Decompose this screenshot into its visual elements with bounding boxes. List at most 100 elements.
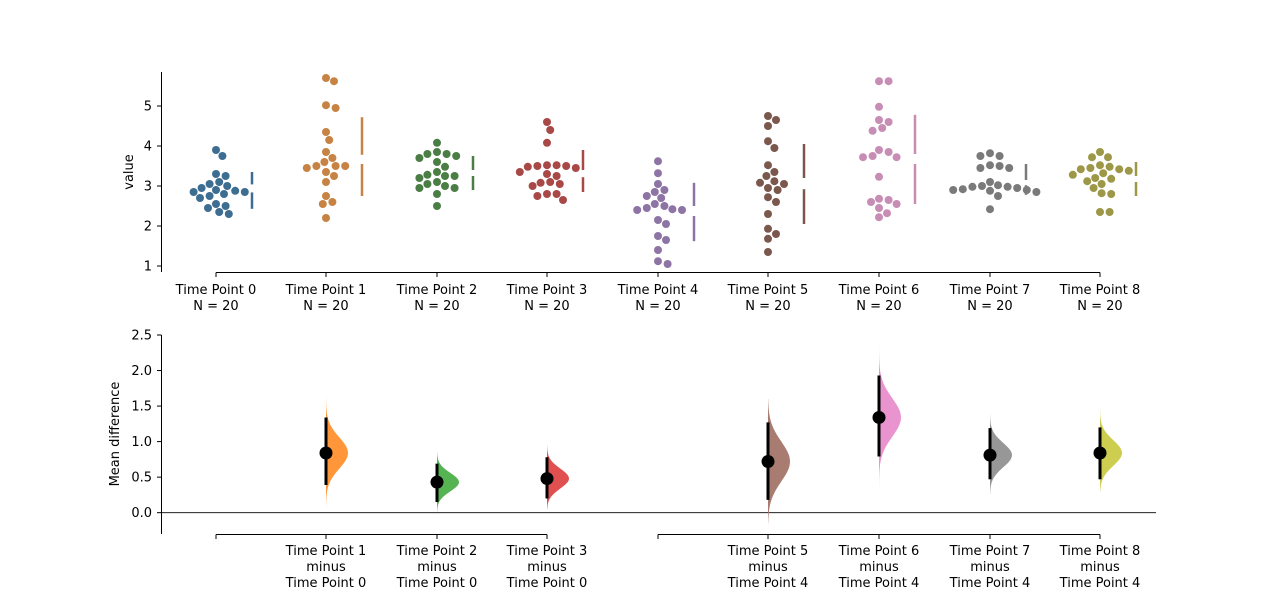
bottom-x-tick-label: Time Point 1 (285, 544, 367, 559)
swarm-point (215, 178, 224, 186)
swarm-point (1124, 166, 1133, 175)
swarm-point (223, 182, 232, 190)
swarm-point (654, 169, 662, 178)
swarm-point (330, 172, 338, 180)
swarm-point (423, 170, 432, 179)
swarm-point (764, 210, 772, 218)
top-y-tick-label: 5 (144, 100, 152, 115)
top-x-tick-sample-size: N = 20 (1077, 299, 1122, 314)
swarm-point (875, 102, 883, 111)
swarm-point (543, 170, 551, 178)
mean-difference-panel: Mean difference 0.0 0.5 1.0 1.5 2.0 2.5 Time P… (108, 329, 1156, 591)
bottom-y-axis-label: Mean difference (108, 382, 123, 487)
bottom-y-tick-label: 1.5 (131, 400, 152, 415)
bottom-x-tick-label: Time Point 5 (727, 544, 809, 559)
top-y-tick-label: 2 (144, 220, 152, 235)
swarm-point (1003, 182, 1012, 191)
swarm-point (224, 210, 233, 218)
swarm-point (189, 188, 198, 196)
top-y-tick-label: 4 (144, 140, 152, 155)
bottom-y-tick-label: 0.0 (131, 506, 152, 521)
swarm-point (875, 204, 883, 212)
swarm-point (220, 190, 228, 198)
swarm-point (1096, 148, 1104, 156)
swarm-point (552, 172, 561, 180)
swarm-point (533, 162, 542, 170)
swarm-point (571, 164, 580, 172)
swarm-point (1076, 165, 1085, 174)
top-x-tick-sample-size: N = 20 (524, 299, 569, 314)
bottom-x-tick-label: Time Point 4 (949, 576, 1031, 591)
swarm-point (452, 152, 461, 160)
swarm-point (772, 198, 780, 206)
swarm-point (330, 77, 338, 86)
swarm-point (205, 192, 214, 200)
bottom-x-tick-label: minus (748, 560, 788, 575)
swarm-point (994, 181, 1002, 190)
swarm-point (986, 161, 994, 170)
bootstrap-distribution (1100, 406, 1122, 492)
swarm-point (543, 118, 551, 126)
swarm-point (212, 146, 220, 154)
swarm-point (1068, 170, 1077, 179)
top-x-tick-label: Time Point 2 (396, 283, 478, 298)
swarm-point (642, 204, 651, 212)
swarm-point (663, 260, 672, 268)
swarm-point (441, 182, 449, 190)
swarm-point (968, 182, 977, 191)
swarm-point (433, 178, 441, 186)
swarm-point (322, 168, 330, 176)
swarm-point (562, 162, 571, 170)
swarm-point (528, 182, 537, 190)
swarm-point (654, 180, 662, 188)
swarm-point (875, 213, 883, 222)
swarm-point (756, 178, 764, 187)
swarm-point (433, 148, 441, 156)
swarm-point (433, 168, 441, 176)
swarm-point (654, 246, 662, 254)
swarm-point (884, 118, 893, 126)
bootstrap-distribution (768, 398, 790, 524)
swarm-point (555, 180, 564, 188)
swarm-point (770, 168, 779, 176)
swarm-point (1104, 153, 1112, 162)
swarm-point (986, 149, 994, 158)
bottom-x-tick-label: minus (859, 560, 899, 575)
swarm-point (433, 202, 441, 210)
swarm-point (543, 190, 551, 198)
swarm-point (662, 220, 670, 228)
bottom-x-tick-label: minus (527, 560, 567, 575)
mean-difference-point (872, 410, 886, 424)
swarm-point (536, 178, 545, 187)
swarm-point (433, 138, 441, 147)
swarm-point (543, 161, 551, 170)
swarm-point (212, 170, 220, 178)
swarm-point (958, 185, 967, 194)
swarm-point (415, 154, 424, 162)
top-x-tick-sample-size: N = 20 (745, 299, 790, 314)
swarm-point (1005, 164, 1014, 172)
swarm-point (1105, 208, 1114, 216)
top-x-tick-label: Time Point 6 (838, 283, 920, 298)
mean-difference-point (983, 448, 997, 462)
swarm-point (322, 214, 330, 222)
swarm-point (654, 232, 662, 240)
swarm-point (642, 192, 651, 200)
swarm-point (949, 186, 958, 194)
swarm-point (772, 230, 780, 238)
swarm-point (654, 216, 662, 224)
top-x-tick-label: Time Point 5 (727, 283, 809, 298)
swarm-point (215, 208, 224, 216)
bottom-y-tick-label: 2.0 (131, 364, 152, 379)
swarm-point (523, 162, 532, 171)
swarm-point (650, 200, 659, 208)
swarm-point (662, 236, 670, 244)
swarm-point (1013, 184, 1022, 192)
top-x-tick-sample-size: N = 20 (414, 299, 459, 314)
swarm-point (875, 77, 883, 86)
swarm-point (875, 116, 883, 124)
swarm-point (660, 186, 669, 194)
swarm-point (986, 205, 994, 214)
mean-difference-point (761, 455, 775, 469)
